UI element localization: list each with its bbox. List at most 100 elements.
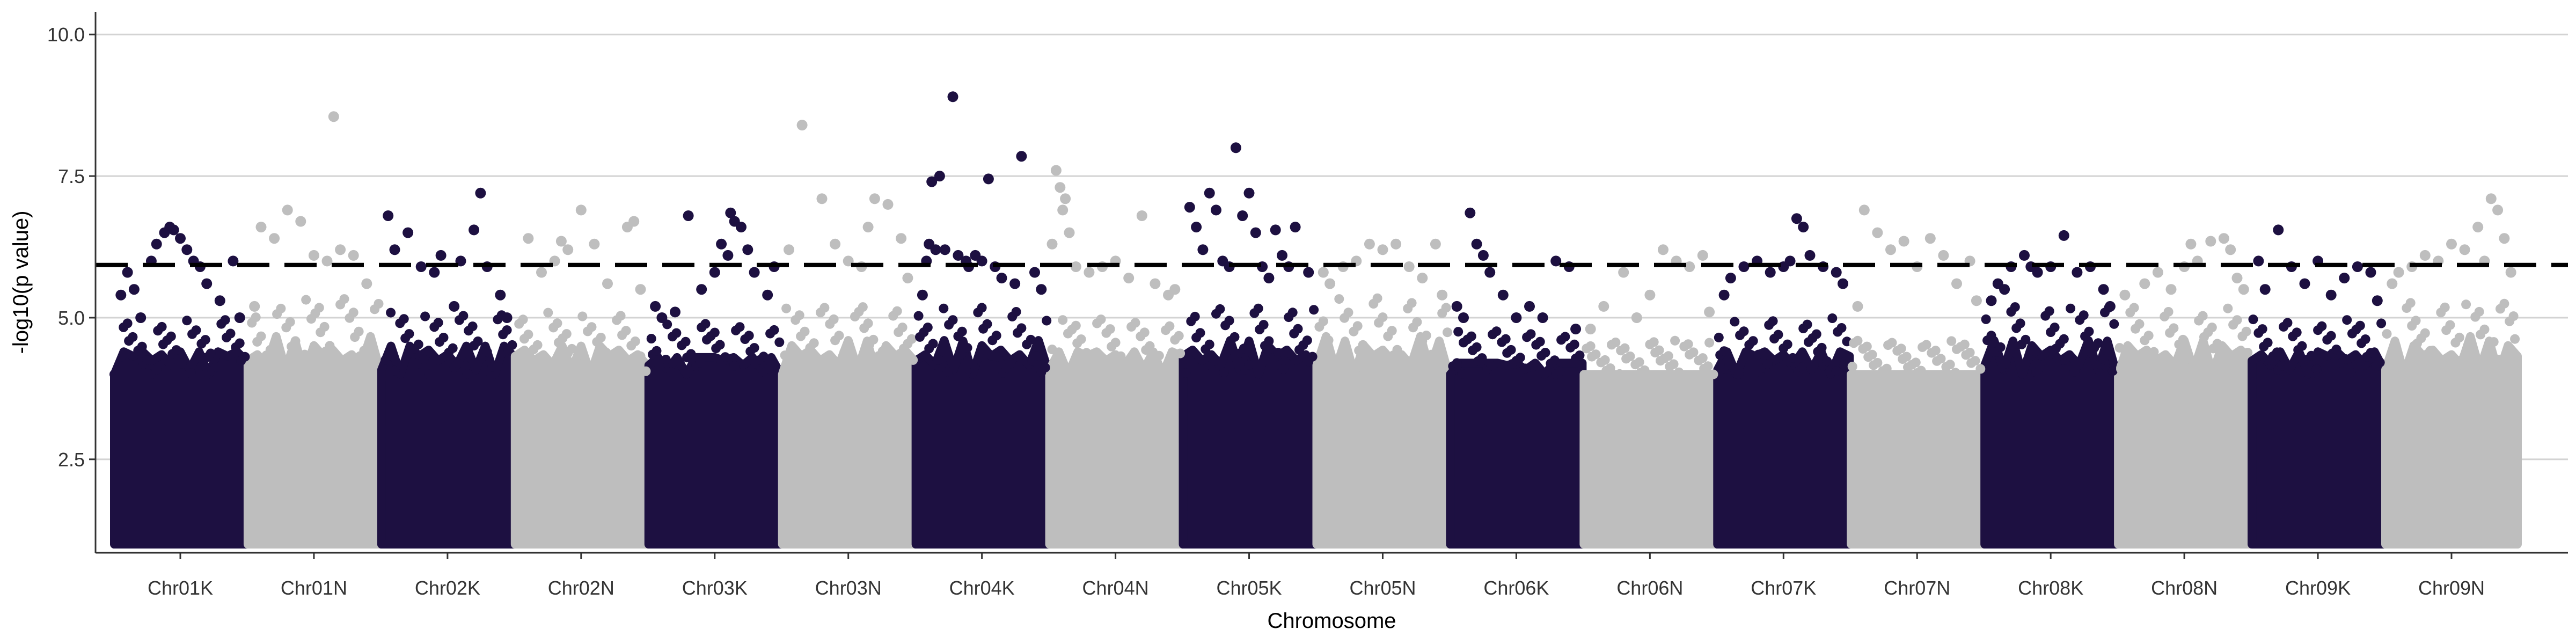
data-point-chr06k-0 [1451,301,1462,312]
data-point-chr01k-16 [234,312,245,323]
filler-point [1367,354,1377,363]
filler-point [1174,331,1184,341]
filler-point [453,358,463,368]
filler-point [1105,324,1115,334]
filler-point [1817,342,1827,353]
filler-point [1006,358,1016,369]
filler-point [809,338,819,348]
filler-point [897,323,908,333]
filler-point [1358,340,1368,350]
data-point-chr01k-5 [151,238,162,250]
filler-point [1773,330,1783,340]
filler-point [2375,357,2385,368]
dense-band-chr02n [510,341,652,549]
data-point-chr04n-10 [1123,273,1135,284]
filler-point [1811,329,1821,339]
data-point-chr09k-6 [2325,289,2337,301]
data-point-chr08n-0 [2119,289,2131,301]
dense-band-chr07n [1847,370,1988,549]
data-point-chr08n-11 [2238,284,2249,295]
data-point-chr07k-6 [1784,255,1796,267]
data-point-chr06n-5 [1658,244,1668,255]
x-axis-ticks: Chr01K Chr01N Chr02K Chr02N Chr03K Chr03N Chr0… [148,553,2485,599]
filler-point [2326,331,2336,341]
filler-point [1040,362,1050,372]
data-point-chr09n-11 [2499,233,2510,244]
x-tick-label-chr06n: Chr06N [1616,577,1683,599]
data-point-chr09n-9 [2485,193,2497,204]
filler-point [2079,310,2089,320]
data-point-chr09k-2 [2273,224,2284,236]
filler-point [1591,349,1601,360]
filler-point [1697,353,1708,363]
filler-point [2232,315,2242,325]
filler-point [729,361,740,371]
filler-point [1081,348,1092,358]
data-point-chr03n-0 [784,244,794,255]
filler-point [1867,349,1877,360]
filler-point [1575,350,1585,361]
filler-point [1477,353,1487,363]
filler-point [1392,345,1402,355]
dense-point-bands [110,332,2522,549]
filler-point [2346,368,2356,378]
filler-point [962,343,972,353]
filler-point [2035,362,2045,372]
data-point-chr03k-13 [762,289,773,301]
filler-point [2282,318,2293,328]
filler-point [1975,364,1986,374]
data-point-chr05n-10 [1437,289,1448,301]
data-point-chr02k-4 [429,267,440,278]
filler-point [2030,346,2040,356]
data-point-chr04k-12 [976,255,987,267]
data-point-chr02k-1 [389,244,400,255]
data-point-chr07k-8 [1798,222,1809,233]
x-tick-label-chr01k: Chr01K [148,577,213,599]
filler-point [1515,353,1525,363]
data-point-chr02n-7 [602,278,613,289]
data-point-chr01k-10 [181,244,193,255]
data-point-chr05k-0 [1184,202,1195,213]
filler-point [1372,293,1382,303]
filler-point [2331,345,2341,355]
filler-point [661,355,671,364]
data-point-chr08k-6 [2032,267,2043,278]
filler-point [532,340,543,350]
filler-point [2001,358,2011,369]
x-tick-label-chr07n: Chr07N [1884,577,1950,599]
filler-point [1343,308,1353,318]
filler-point [1352,321,1363,331]
x-tick-label-chr02n: Chr02N [548,577,614,599]
filler-point [413,339,423,349]
filler-point [513,362,523,372]
filler-point [1329,354,1339,364]
filler-point [2198,311,2208,321]
data-point-chr05k-12 [1263,273,1275,284]
filler-point [2396,359,2406,369]
filler-point [957,326,967,336]
data-point-chr04k-17 [1016,151,1027,162]
data-point-chr01k-8 [168,224,179,236]
filler-point [420,311,430,321]
filler-point [1995,342,2006,352]
dense-band-chr05n [1312,332,1453,549]
data-point-chr07n-4 [1898,236,1909,247]
filler-point [630,336,640,346]
filler-point [151,365,162,375]
filler-point [359,346,369,356]
data-point-chr02n-9 [628,216,640,227]
filler-point [2297,341,2307,351]
filler-point [1215,304,1225,314]
filler-point [1965,348,1975,357]
filler-point [2015,318,2025,328]
filler-point [1916,365,1926,376]
dense-band-chr04n [1045,347,1186,549]
filler-point [1535,336,1545,347]
data-point-chr08k-12 [2104,301,2116,312]
data-point-chr01n-9 [348,250,359,261]
filler-point [635,351,646,361]
filler-point [1946,336,1957,346]
data-point-chr04n-7 [1084,267,1095,278]
data-point-chr03n-6 [862,222,874,233]
